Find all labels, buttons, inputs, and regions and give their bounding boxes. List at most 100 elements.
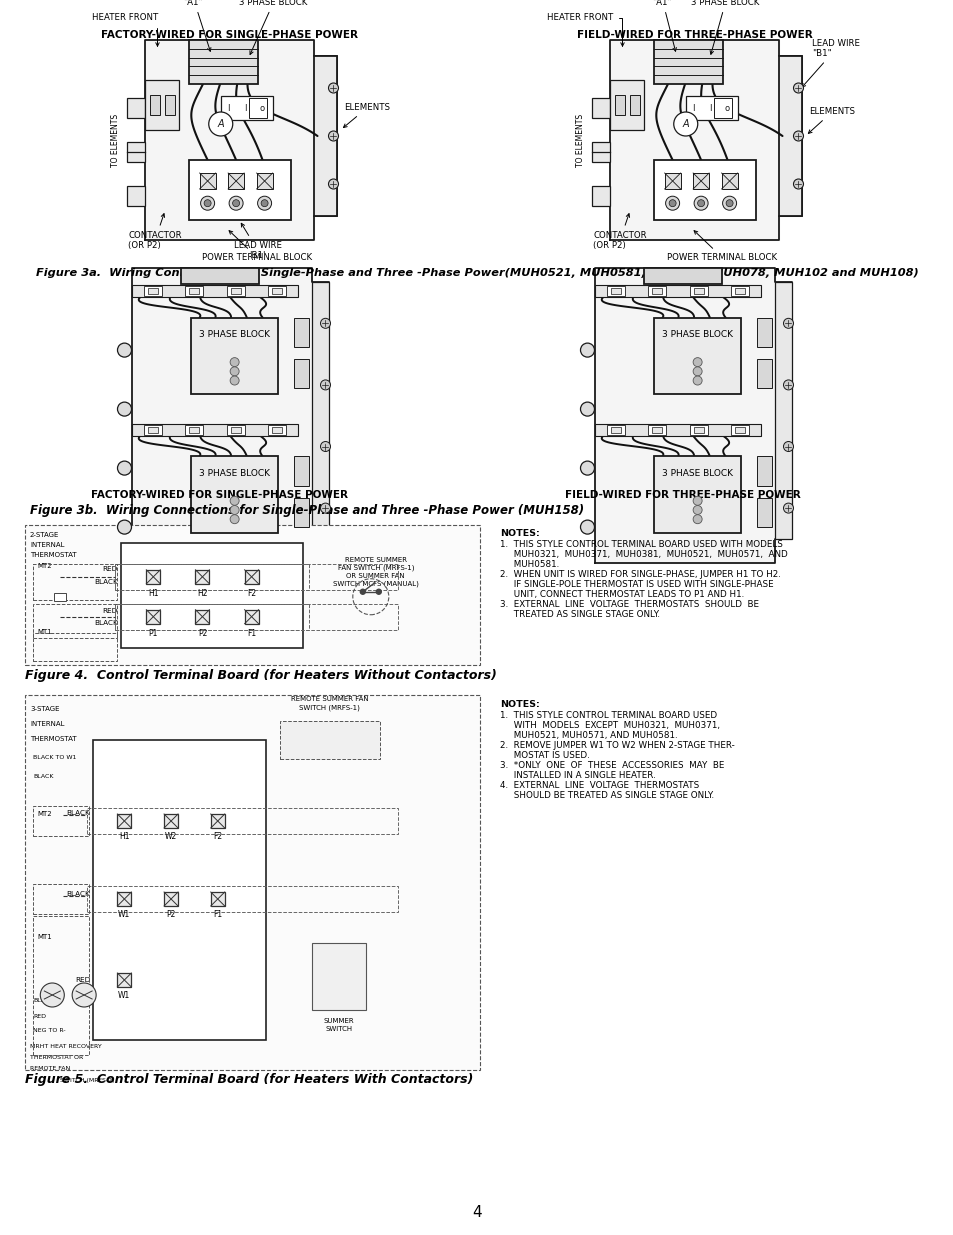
Text: o: o: [259, 104, 264, 112]
Circle shape: [721, 196, 736, 210]
Bar: [227, 287, 245, 296]
Bar: [195, 569, 210, 584]
Circle shape: [117, 403, 132, 416]
Text: NOTES:: NOTES:: [499, 529, 539, 538]
Circle shape: [782, 503, 793, 513]
Circle shape: [375, 589, 381, 594]
Bar: [189, 161, 291, 220]
Text: BLACK: BLACK: [93, 620, 117, 626]
Circle shape: [328, 179, 338, 189]
Circle shape: [261, 200, 268, 206]
Circle shape: [725, 200, 732, 206]
Bar: [714, 98, 732, 119]
Circle shape: [230, 505, 239, 515]
Bar: [191, 317, 278, 394]
Bar: [606, 287, 624, 296]
Bar: [653, 456, 740, 534]
Text: INSTALLED IN A SINGLE HEATER.: INSTALLED IN A SINGLE HEATER.: [499, 771, 655, 781]
Text: THERMOSTAT: THERMOSTAT: [30, 552, 76, 557]
Text: H2: H2: [197, 589, 208, 598]
Bar: [244, 569, 258, 584]
Circle shape: [320, 380, 330, 390]
Circle shape: [579, 403, 594, 416]
Text: BLACK: BLACK: [93, 579, 117, 585]
Bar: [610, 288, 620, 294]
Circle shape: [40, 983, 64, 1007]
Bar: [211, 892, 225, 906]
Text: 3 PHASE BLOCK: 3 PHASE BLOCK: [661, 330, 732, 340]
Text: FAN RELAY: FAN RELAY: [311, 730, 348, 735]
Bar: [294, 359, 309, 389]
Bar: [151, 95, 160, 115]
Bar: [294, 317, 309, 347]
Text: W1: W1: [118, 990, 131, 1000]
Text: LEAD WIRE
"A1": LEAD WIRE "A1": [637, 0, 685, 52]
Text: INTERNAL: INTERNAL: [30, 721, 65, 727]
Bar: [132, 424, 297, 436]
Text: THERMOSTAT: THERMOSTAT: [30, 736, 76, 742]
Text: REMOTE SUMMER: REMOTE SUMMER: [344, 557, 406, 563]
Bar: [128, 142, 146, 162]
Text: 3.  EXTERNAL  LINE  VOLTAGE  THERMOSTATS  SHOULD  BE: 3. EXTERNAL LINE VOLTAGE THERMOSTATS SHO…: [499, 600, 759, 609]
Bar: [648, 287, 666, 296]
Bar: [592, 98, 610, 119]
Text: MOSTAT IS USED.: MOSTAT IS USED.: [499, 751, 589, 760]
Bar: [268, 287, 286, 296]
Circle shape: [230, 358, 239, 367]
Bar: [757, 317, 772, 347]
Circle shape: [257, 196, 272, 210]
Text: Figure 4.  Control Terminal Board (for Heaters Without Contactors): Figure 4. Control Terminal Board (for He…: [25, 668, 497, 682]
Bar: [33, 806, 90, 836]
Circle shape: [693, 515, 701, 524]
Bar: [643, 268, 721, 284]
Text: RED: RED: [102, 608, 117, 614]
Bar: [114, 564, 397, 590]
Bar: [227, 425, 245, 435]
Text: I: I: [708, 104, 711, 112]
Bar: [132, 285, 297, 296]
Bar: [33, 632, 116, 661]
Circle shape: [793, 83, 802, 93]
Text: 1.  THIS STYLE CONTROL TERMINAL BOARD USED: 1. THIS STYLE CONTROL TERMINAL BOARD USE…: [499, 711, 717, 720]
Bar: [685, 96, 737, 120]
Bar: [128, 98, 146, 119]
Text: CONTACTOR
(OR P2): CONTACTOR (OR P2): [593, 214, 646, 249]
Circle shape: [233, 200, 239, 206]
Circle shape: [230, 375, 239, 385]
Bar: [268, 425, 286, 435]
Text: LEAD WIRE
"A1": LEAD WIRE "A1": [169, 0, 216, 52]
Bar: [652, 427, 661, 432]
Bar: [720, 173, 737, 189]
Text: RED: RED: [102, 566, 117, 572]
Text: A: A: [217, 119, 224, 128]
Bar: [25, 525, 479, 664]
Bar: [693, 288, 703, 294]
Text: POWER TERMINAL BLOCK: POWER TERMINAL BLOCK: [666, 231, 777, 262]
Bar: [615, 95, 625, 115]
Bar: [592, 142, 610, 162]
Text: RED: RED: [75, 977, 91, 983]
Bar: [164, 892, 178, 906]
Bar: [689, 287, 707, 296]
Text: FAN SWITCH (MRFS-1): FAN SWITCH (MRFS-1): [337, 564, 414, 572]
Bar: [294, 498, 309, 527]
Bar: [120, 543, 302, 648]
Text: UNIT, CONNECT THERMOSTAT LEADS TO P1 AND H1.: UNIT, CONNECT THERMOSTAT LEADS TO P1 AND…: [499, 590, 743, 599]
Text: BLACK TO W1: BLACK TO W1: [33, 755, 76, 760]
Text: HEATER FRONT: HEATER FRONT: [92, 14, 159, 46]
Text: I: I: [227, 104, 230, 112]
Polygon shape: [610, 40, 801, 240]
Text: P2: P2: [166, 910, 175, 919]
Text: MT1: MT1: [37, 629, 51, 635]
Bar: [228, 173, 244, 189]
Bar: [652, 288, 661, 294]
Circle shape: [320, 503, 330, 513]
Text: 3.  *ONLY  ONE  OF  THESE  ACCESSORIES  MAY  BE: 3. *ONLY ONE OF THESE ACCESSORIES MAY BE: [499, 761, 723, 769]
Text: MT1: MT1: [37, 934, 51, 940]
Bar: [735, 288, 744, 294]
Bar: [693, 427, 703, 432]
Bar: [191, 456, 278, 534]
Circle shape: [673, 112, 697, 136]
Bar: [144, 287, 162, 296]
Bar: [148, 288, 158, 294]
